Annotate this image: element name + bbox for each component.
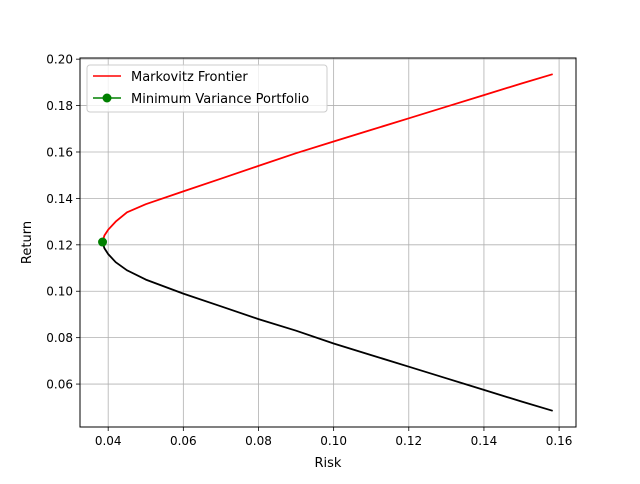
x-tick-label: 0.06 (170, 434, 197, 448)
grid (80, 58, 576, 427)
x-tick-label: 0.04 (95, 434, 122, 448)
legend-label-markovitz-frontier: Markovitz Frontier (131, 70, 248, 85)
y-tick-label: 0.20 (46, 53, 73, 67)
y-tick-label: 0.08 (46, 331, 73, 345)
x-tick-label: 0.14 (471, 434, 498, 448)
legend: Markovitz Frontier Minimum Variance Port… (86, 64, 328, 113)
x-axis-label: Risk (315, 456, 342, 471)
y-tick-label: 0.14 (46, 192, 73, 206)
plot-frame (79, 57, 577, 428)
markovitz-frontier-line (101, 73, 553, 243)
y-axis-label: Return (20, 221, 35, 264)
y-tick-label: 0.06 (46, 378, 73, 392)
x-tick-label: 0.08 (245, 434, 272, 448)
lower-frontier-line (101, 241, 553, 412)
x-tick-label: 0.12 (395, 434, 422, 448)
legend-box (86, 64, 328, 113)
y-tick-label: 0.12 (46, 238, 73, 252)
y-tick-label: 0.10 (46, 285, 73, 299)
x-tick-label: 0.16 (546, 434, 573, 448)
x-tick-label: 0.10 (320, 434, 347, 448)
y-tick-label: 0.16 (46, 145, 73, 159)
minimum-variance-point (98, 237, 108, 247)
legend-label-minimum-variance-portfolio: Minimum Variance Portfolio (131, 92, 309, 107)
axis-ticks: 0.04 0.06 0.08 0.10 0.12 0.14 0.16 0.06 0.08 0.10… (46, 53, 572, 448)
plot-series (98, 73, 553, 412)
legend-marker-minimum-variance-portfolio (102, 93, 112, 103)
y-tick-label: 0.18 (46, 99, 73, 113)
